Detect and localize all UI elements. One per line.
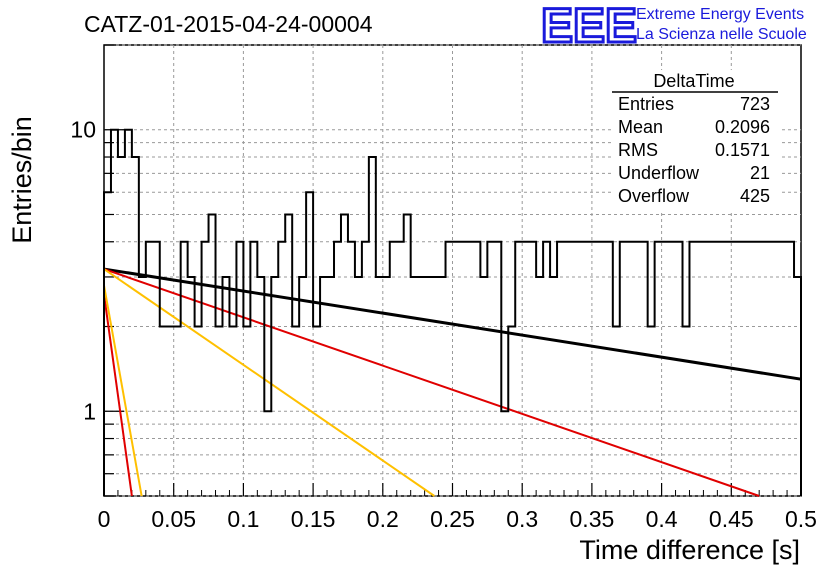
logo-line-1: Extreme Energy Events [636,6,804,23]
x-tick-label: 0.25 [430,506,475,532]
stats-box: DeltaTime Entries 723 Mean 0.2096 RMS 0.… [612,70,780,210]
stats-label-mean: Mean [618,117,663,137]
eee-logo: EEE Extreme Energy Events La Scienza nel… [540,0,807,55]
stats-label-rms: RMS [618,140,658,160]
histogram [103,128,802,496]
stats-value-underflow: 21 [750,163,770,183]
x-tick-label: 0.3 [506,506,538,532]
stats-label-underflow: Underflow [618,163,700,183]
run-title: CATZ-01-2015-04-24-00004 [84,11,373,37]
fit-line-black [103,267,802,381]
x-tick-label: 0.1 [227,506,259,532]
stats-value-rms: 0.1571 [715,140,770,160]
logo-line-2: La Scienza nelle Scuole [636,26,807,43]
stats-label-entries: Entries [618,94,674,114]
fit-line-orange [103,285,143,497]
x-tick-label: 0.2 [367,506,399,532]
fit-line-orange [103,268,435,497]
x-tick-label: 0.45 [709,506,754,532]
stats-value-entries: 723 [740,94,770,114]
x-tick-label: 0 [98,506,111,532]
histogram-outline [103,128,802,496]
fit-line-red [103,294,133,497]
x-tick-label: 0.4 [646,506,678,532]
stats-title: DeltaTime [653,71,734,91]
x-tick-label: 0.05 [151,506,196,532]
x-tick-label: 0.5 [785,506,817,532]
y-tick-label: 10 [70,117,96,143]
stats-value-mean: 0.2096 [715,117,770,137]
axes: 0 0.05 0.1 0.15 0.2 0.25 0.3 0.35 0.4 0.45 0.5 1 10 [70,44,817,532]
x-axis-title: Time difference [s] [579,535,800,565]
x-tick-label: 0.15 [291,506,336,532]
y-tick-label: 1 [83,398,96,424]
stats-value-overflow: 425 [740,186,770,206]
y-axis-title: Entries/bin [7,116,37,244]
x-tick-label: 0.35 [570,506,615,532]
stats-label-overflow: Overflow [618,186,690,206]
fit-line-red [103,268,760,497]
stats-box-background [612,70,780,210]
